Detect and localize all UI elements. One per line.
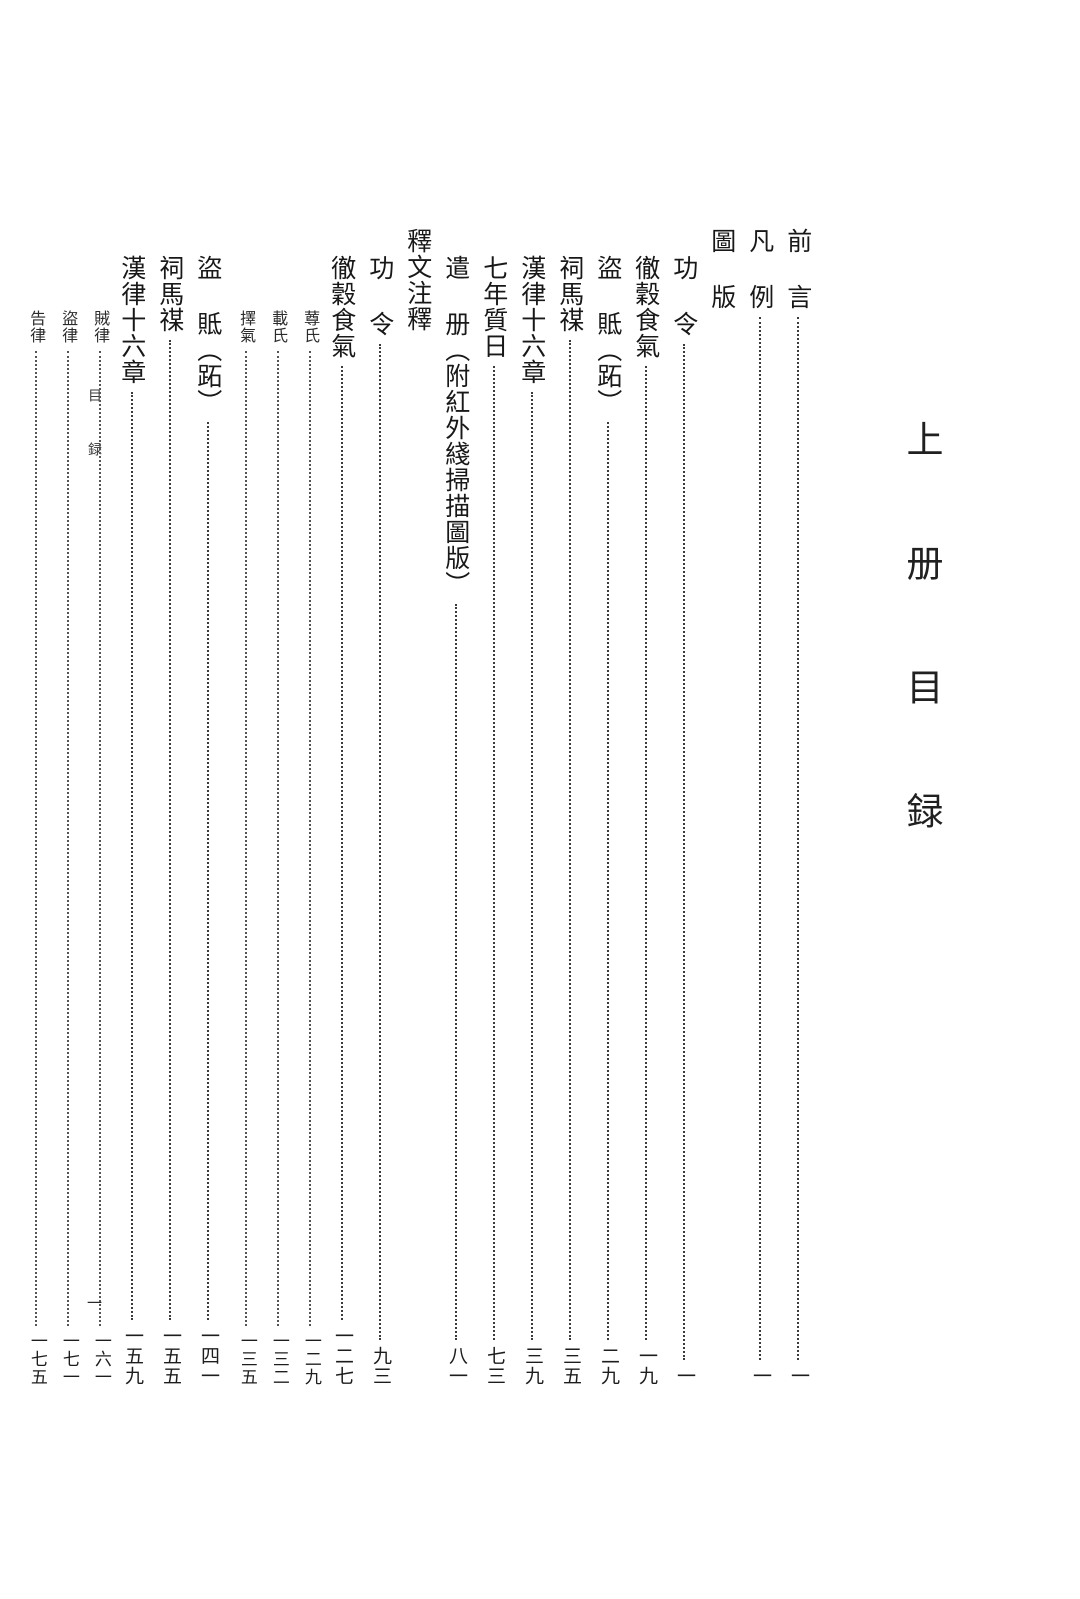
toc-entry-label: 遣 册（附紅外綫掃描圖版） <box>441 255 471 597</box>
running-header: 目 録 <box>86 388 102 468</box>
toc-entry[interactable]: 釋文注釋 <box>401 228 435 1386</box>
toc-entry-label: 盜 貾（跖） <box>193 255 223 415</box>
toc-entry[interactable]: 盜 貾（跖） 二九 <box>591 255 625 1386</box>
toc-entry[interactable]: 功 令九三 <box>363 255 397 1386</box>
toc-entry-page-number: 七三 <box>483 1346 506 1386</box>
toc-leader-dots <box>683 344 685 1360</box>
toc-entry-page-number: 三九 <box>521 1346 544 1386</box>
toc-leader-dots <box>245 351 247 1326</box>
toc-entry[interactable]: 漢律十六章 三九 <box>515 255 549 1386</box>
toc-entry-page-number: 一三二 <box>268 1332 289 1386</box>
toc-entry-label: 載氏 <box>269 310 289 344</box>
toc-leader-dots <box>67 351 69 1326</box>
toc-entry[interactable]: 盜律 一七一 <box>51 310 85 1386</box>
toc-leader-dots <box>207 422 209 1320</box>
toc-entry-page-number: 一九 <box>635 1346 658 1386</box>
toc-entry[interactable]: 遣 册（附紅外綫掃描圖版） 八一 <box>439 255 473 1386</box>
toc-entry-page-number: 一七一 <box>58 1332 79 1386</box>
toc-entry-label: 功 令 <box>365 255 395 337</box>
toc-leader-dots <box>169 340 171 1320</box>
toc-entry[interactable]: 告律 一七五 <box>19 310 53 1386</box>
toc-entry-label: 䔿氏 <box>301 310 321 344</box>
toc-entry[interactable]: 徹穀食氣 一九 <box>629 255 663 1386</box>
toc-entry-label: 賊律 <box>91 310 111 344</box>
toc-leader-dots <box>99 351 101 1326</box>
toc-leader-dots <box>645 366 647 1340</box>
toc-entry-page-number: 九三 <box>369 1346 392 1386</box>
toc-leader-dots <box>759 317 761 1360</box>
toc-entry[interactable]: 擇氣 一三五 <box>229 310 263 1386</box>
toc-entry-label: 徹穀食氣 <box>631 255 661 359</box>
toc-entry-label: 前 言 <box>783 228 813 310</box>
toc-entry-label: 功 令 <box>669 255 699 337</box>
toc-entry-label: 漢律十六章 <box>117 255 147 385</box>
toc-entry-page-number: 一七五 <box>26 1332 47 1386</box>
toc-entry-label: 祠馬禖 <box>155 255 185 333</box>
toc-entry-page-number: 一五五 <box>159 1326 182 1386</box>
page-title: 上 册 目 録 <box>900 420 943 851</box>
toc-leader-dots <box>309 351 311 1326</box>
toc-entry[interactable]: 徹穀食氣 一二七 <box>325 255 359 1386</box>
toc-entry-label: 告律 <box>27 310 47 344</box>
toc-entry[interactable]: 祠馬禖 三五 <box>553 255 587 1386</box>
toc-entry-label: 七年質日 <box>479 255 509 359</box>
toc-entry-label: 擇氣 <box>237 310 257 344</box>
toc-entry-label: 圖 版 <box>707 228 737 310</box>
toc-leader-dots <box>455 604 457 1340</box>
toc-entry[interactable]: 漢律十六章 一五九 <box>115 255 149 1386</box>
toc-leader-dots <box>493 366 495 1340</box>
toc-leader-dots <box>607 422 609 1340</box>
toc-entry[interactable]: 䔿氏 一二九 <box>293 310 327 1386</box>
toc-entry-page-number: 一二九 <box>300 1332 321 1386</box>
toc-leader-dots <box>35 351 37 1326</box>
toc-entry-page-number: 三五 <box>559 1346 582 1386</box>
toc-entry-page-number: 一二七 <box>331 1326 354 1386</box>
toc-leader-dots <box>341 366 343 1320</box>
toc-entry-page-number: 一 <box>787 1366 810 1386</box>
toc-entry-page-number: 二九 <box>597 1346 620 1386</box>
toc-entry[interactable]: 前 言一 <box>781 228 815 1386</box>
toc-entry-label: 凡 例 <box>745 228 775 310</box>
toc-entry[interactable]: 凡 例一 <box>743 228 777 1386</box>
toc-entry-label: 盜 貾（跖） <box>593 255 623 415</box>
toc-entry[interactable]: 祠馬禖 一五五 <box>153 255 187 1386</box>
toc-entry-page-number: 一四一 <box>197 1326 220 1386</box>
toc-entry[interactable]: 圖 版 <box>705 228 739 1316</box>
toc-leader-dots <box>531 392 533 1340</box>
toc-entry-label: 漢律十六章 <box>517 255 547 385</box>
toc-entry[interactable]: 載氏 一三二 <box>261 310 295 1386</box>
toc-entry-label: 盜律 <box>59 310 79 344</box>
toc-leader-dots <box>797 317 799 1360</box>
toc-entry-page-number: 八一 <box>445 1346 468 1386</box>
toc-entry-label: 祠馬禖 <box>555 255 585 333</box>
toc-leader-dots <box>379 344 381 1340</box>
toc-entry-page-number: 一 <box>673 1366 696 1386</box>
toc-leader-dots <box>569 340 571 1340</box>
toc-leader-dots <box>131 392 133 1320</box>
toc-entry-label: 釋文注釋 <box>403 228 433 332</box>
folio-number: 一 <box>85 1295 103 1310</box>
toc-entry[interactable]: 功 令一 <box>667 255 701 1386</box>
toc-entry-page-number: 一 <box>749 1366 772 1386</box>
toc-entry-page-number: 一三五 <box>236 1332 257 1386</box>
toc-entry[interactable]: 賊律一六一 <box>83 310 117 1386</box>
toc-entry[interactable]: 七年質日 七三 <box>477 255 511 1386</box>
toc-leader-dots <box>277 351 279 1326</box>
toc-entry-page-number: 一六一 <box>90 1332 111 1386</box>
toc-entry-label: 徹穀食氣 <box>327 255 357 359</box>
toc-entry[interactable]: 盜 貾（跖） 一四一 <box>191 255 225 1386</box>
toc-entry-page-number: 一五九 <box>121 1326 144 1386</box>
